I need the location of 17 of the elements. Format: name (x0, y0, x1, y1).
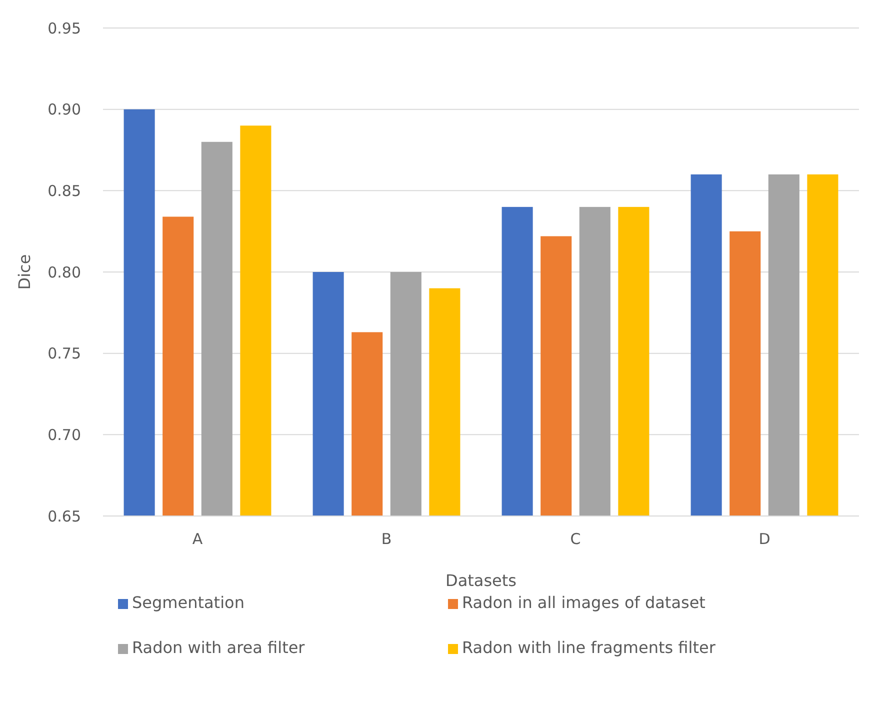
y-tick-label: 0.80 (48, 263, 81, 282)
y-tick-label: 0.75 (48, 344, 81, 363)
legend-label: Segmentation (132, 593, 244, 612)
y-axis-title: Dice (15, 254, 34, 290)
legend-label: Radon with line fragments filter (462, 638, 716, 657)
legend-label: Radon in all images of dataset (462, 593, 706, 612)
y-tick-label: 0.90 (48, 100, 81, 119)
y-tick-label: 0.95 (48, 19, 81, 38)
x-tick-label: A (192, 530, 204, 548)
y-tick-label: 0.70 (48, 426, 81, 444)
y-tick-label: 0.65 (48, 507, 81, 526)
x-tick-label: C (570, 530, 581, 548)
x-tick-label: B (381, 530, 392, 548)
legend-label: Radon with area filter (132, 638, 306, 657)
x-axis-title: Datasets (446, 571, 516, 590)
y-tick-label: 0.85 (48, 182, 81, 200)
x-tick-label: D (758, 530, 770, 548)
